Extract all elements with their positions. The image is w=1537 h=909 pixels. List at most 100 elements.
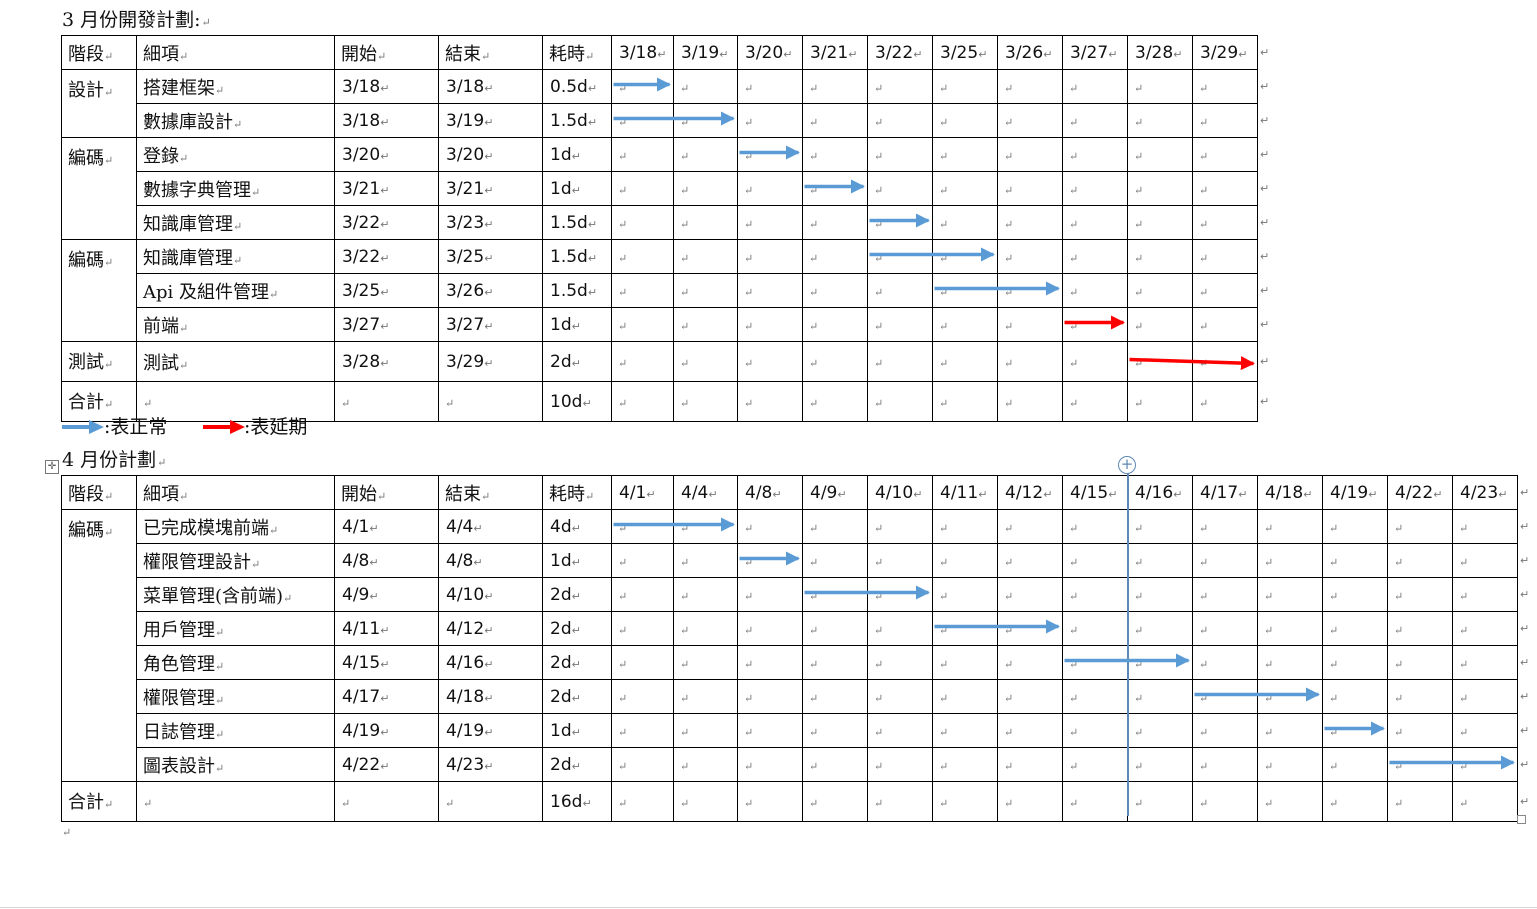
row-end-mark: ↵ bbox=[1520, 519, 1530, 533]
item-cell: 數據字典管理↵ bbox=[136, 171, 335, 206]
timeline-cell: ↵ bbox=[1257, 679, 1323, 714]
timeline-cell: ↵ bbox=[932, 381, 998, 422]
timeline-cell: ↵ bbox=[737, 205, 803, 240]
timeline-cell: ↵ bbox=[1192, 171, 1258, 206]
paragraph-mark: ↵ bbox=[62, 826, 72, 839]
timeline-cell: ↵ bbox=[1062, 205, 1128, 240]
timeline-cell: ↵ bbox=[867, 103, 933, 138]
header-date: 4/8↵ bbox=[737, 475, 803, 510]
timeline-cell: ↵ bbox=[1192, 239, 1258, 274]
timeline-cell: ↵ bbox=[1192, 509, 1258, 544]
header-date: 4/16↵ bbox=[1127, 475, 1193, 510]
timeline-cell: ↵ bbox=[611, 171, 674, 206]
timeline-cell: ↵ bbox=[737, 645, 803, 680]
header-date: 4/1↵ bbox=[611, 475, 674, 510]
timeline-cell: ↵ bbox=[611, 543, 674, 578]
row-end-mark: ↵ bbox=[1520, 723, 1530, 737]
timeline-cell: ↵ bbox=[1062, 611, 1128, 646]
item-cell: 前端↵ bbox=[136, 307, 335, 342]
header-date: 4/9↵ bbox=[802, 475, 868, 510]
row-end-mark: ↵ bbox=[1260, 317, 1270, 331]
timeline-cell: ↵ bbox=[1062, 713, 1128, 748]
timeline-cell: ↵ bbox=[673, 509, 738, 544]
timeline-cell: ↵ bbox=[802, 307, 868, 342]
timeline-cell: ↵ bbox=[1192, 679, 1258, 714]
start-cell: 3/27↵ bbox=[334, 307, 439, 342]
item-cell: 日誌管理↵ bbox=[136, 713, 335, 748]
timeline-cell: ↵ bbox=[737, 341, 803, 382]
end-cell: ↵ bbox=[438, 381, 543, 422]
timeline-cell: ↵ bbox=[802, 137, 868, 172]
timeline-cell: ↵ bbox=[673, 381, 738, 422]
timeline-cell: ↵ bbox=[867, 69, 933, 104]
timeline-cell: ↵ bbox=[737, 137, 803, 172]
timeline-cell: ↵ bbox=[1127, 713, 1193, 748]
item-cell: 用戶管理↵ bbox=[136, 611, 335, 646]
timeline-cell: ↵ bbox=[867, 171, 933, 206]
timeline-cell: ↵ bbox=[997, 381, 1063, 422]
timeline-cell: ↵ bbox=[1192, 543, 1258, 578]
duration-cell: 1.5d↵ bbox=[542, 103, 612, 138]
timeline-cell: ↵ bbox=[1062, 645, 1128, 680]
april-gantt-table: 階段↵ 細項↵ 開始↵ 結束↵ 耗時↵ 4/1↵ 4/4↵ 4/8↵ 4/9↵ … bbox=[61, 475, 1518, 822]
timeline-cell: ↵ bbox=[1387, 713, 1453, 748]
timeline-cell: ↵ bbox=[611, 713, 674, 748]
timeline-cell: ↵ bbox=[932, 747, 998, 782]
timeline-cell: ↵ bbox=[1192, 577, 1258, 612]
header-date: 4/17↵ bbox=[1192, 475, 1258, 510]
timeline-cell: ↵ bbox=[802, 341, 868, 382]
insert-column-plus-icon[interactable]: + bbox=[1118, 456, 1136, 474]
header-date: 4/10↵ bbox=[867, 475, 933, 510]
table-row: 知識庫管理↵ 3/22↵ 3/23↵ 1.5d↵ ↵ ↵ ↵ ↵ ↵ ↵ ↵ ↵ ↵ ↵ bbox=[62, 205, 1258, 240]
row-end-mark: ↵ bbox=[1260, 113, 1270, 127]
start-cell: 3/22↵ bbox=[334, 205, 439, 240]
timeline-cell: ↵ bbox=[1062, 273, 1128, 308]
timeline-cell: ↵ bbox=[997, 679, 1063, 714]
table-row: 編碼↵ 知識庫管理↵ 3/22↵ 3/25↵ 1.5d↵ ↵ ↵ ↵ ↵ ↵ ↵ ↵ ↵ ↵ ↵ bbox=[61, 239, 1258, 342]
table-resize-handle[interactable] bbox=[1517, 815, 1526, 824]
row-end-mark: ↵ bbox=[1520, 553, 1530, 567]
table-move-handle-icon[interactable]: ✛ bbox=[45, 460, 59, 474]
start-cell: 4/1↵ bbox=[334, 509, 439, 544]
timeline-cell: ↵ bbox=[802, 611, 868, 646]
timeline-cell: ↵ bbox=[737, 273, 803, 308]
end-cell: 3/21↵ bbox=[438, 171, 543, 206]
timeline-cell: ↵ bbox=[867, 205, 933, 240]
timeline-cell: ↵ bbox=[1257, 543, 1323, 578]
end-cell: 3/25↵ bbox=[438, 239, 543, 274]
header-duration: 耗時↵ bbox=[542, 35, 612, 70]
timeline-cell: ↵ bbox=[1062, 509, 1128, 544]
start-cell: 4/22↵ bbox=[334, 747, 439, 782]
row-end-mark: ↵ bbox=[1520, 794, 1530, 808]
item-cell: 搭建框架↵ bbox=[136, 69, 335, 104]
timeline-cell: ↵ bbox=[611, 611, 674, 646]
header-end: 結束↵ bbox=[438, 35, 543, 70]
end-cell: 3/20↵ bbox=[438, 137, 543, 172]
timeline-cell: ↵ bbox=[1387, 577, 1453, 612]
timeline-cell: ↵ bbox=[737, 747, 803, 782]
timeline-cell: ↵ bbox=[1322, 747, 1388, 782]
total-duration-cell: 16d↵ bbox=[542, 781, 612, 822]
table-row: 設計↵ 搭建框架↵ 3/18↵ 3/18↵ 0.5d↵ ↵ ↵ ↵ ↵ ↵ ↵ ↵ ↵ ↵ ↵ bbox=[61, 69, 1258, 138]
timeline-cell: ↵ bbox=[802, 205, 868, 240]
timeline-cell: ↵ bbox=[611, 679, 674, 714]
end-cell: 3/26↵ bbox=[438, 273, 543, 308]
timeline-cell: ↵ bbox=[932, 713, 998, 748]
end-cell: 4/19↵ bbox=[438, 713, 543, 748]
header-start: 開始↵ bbox=[334, 35, 439, 70]
page-bottom-divider bbox=[0, 907, 1537, 908]
duration-cell: 0.5d↵ bbox=[542, 69, 612, 104]
timeline-cell: ↵ bbox=[1452, 577, 1518, 612]
timeline-cell: ↵ bbox=[932, 205, 998, 240]
timeline-cell: ↵ bbox=[997, 69, 1063, 104]
timeline-cell: ↵ bbox=[867, 307, 933, 342]
table-row: 權限管理↵ 4/17↵ 4/18↵ 2d↵ ↵ ↵ ↵ ↵ ↵ ↵ ↵ ↵ ↵ ↵ ↵ ↵ ↵ ↵ bbox=[62, 679, 1518, 714]
timeline-cell: ↵ bbox=[997, 713, 1063, 748]
timeline-cell: ↵ bbox=[737, 307, 803, 342]
duration-cell: 2d↵ bbox=[542, 577, 612, 612]
timeline-cell: ↵ bbox=[932, 307, 998, 342]
delayed-arrow-icon bbox=[203, 420, 245, 434]
timeline-cell: ↵ bbox=[932, 781, 998, 822]
timeline-cell: ↵ bbox=[1452, 781, 1518, 822]
timeline-cell: ↵ bbox=[1192, 137, 1258, 172]
